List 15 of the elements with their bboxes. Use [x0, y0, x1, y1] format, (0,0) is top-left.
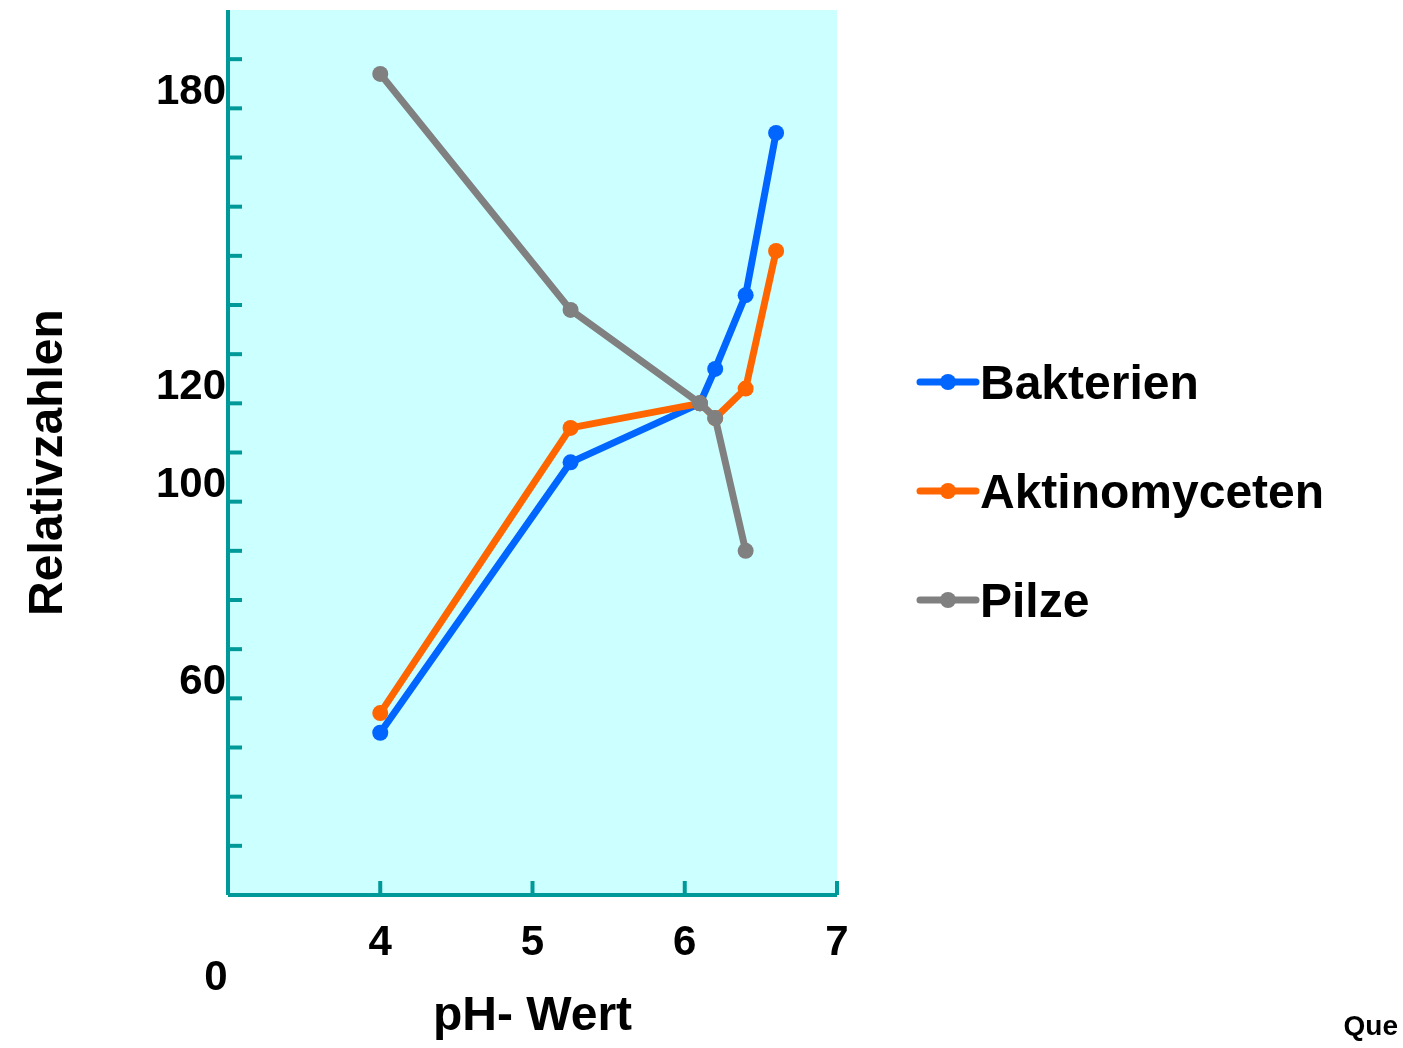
x-tick-label: 4: [368, 917, 393, 964]
legend-label: Aktinomyceten: [980, 465, 1325, 518]
y-tick-label: 100: [155, 459, 226, 507]
text: Que: [1343, 1010, 1398, 1041]
legend-label: Bakterien: [980, 356, 1199, 409]
y-axis-title: Relativzahlen: [19, 309, 72, 616]
y-tick-label: 120: [155, 361, 226, 409]
x-tick-label: 7: [825, 917, 849, 964]
x-axis-title: pH- Wert: [432, 987, 633, 1040]
y-tick-label: 60: [179, 656, 226, 704]
y-tick-label: 180: [155, 66, 226, 114]
legend-label: Pilze: [980, 574, 1090, 627]
x-tick-label: 5: [520, 917, 545, 964]
text: 0: [204, 952, 228, 999]
x-tick-label: 6: [673, 917, 697, 964]
